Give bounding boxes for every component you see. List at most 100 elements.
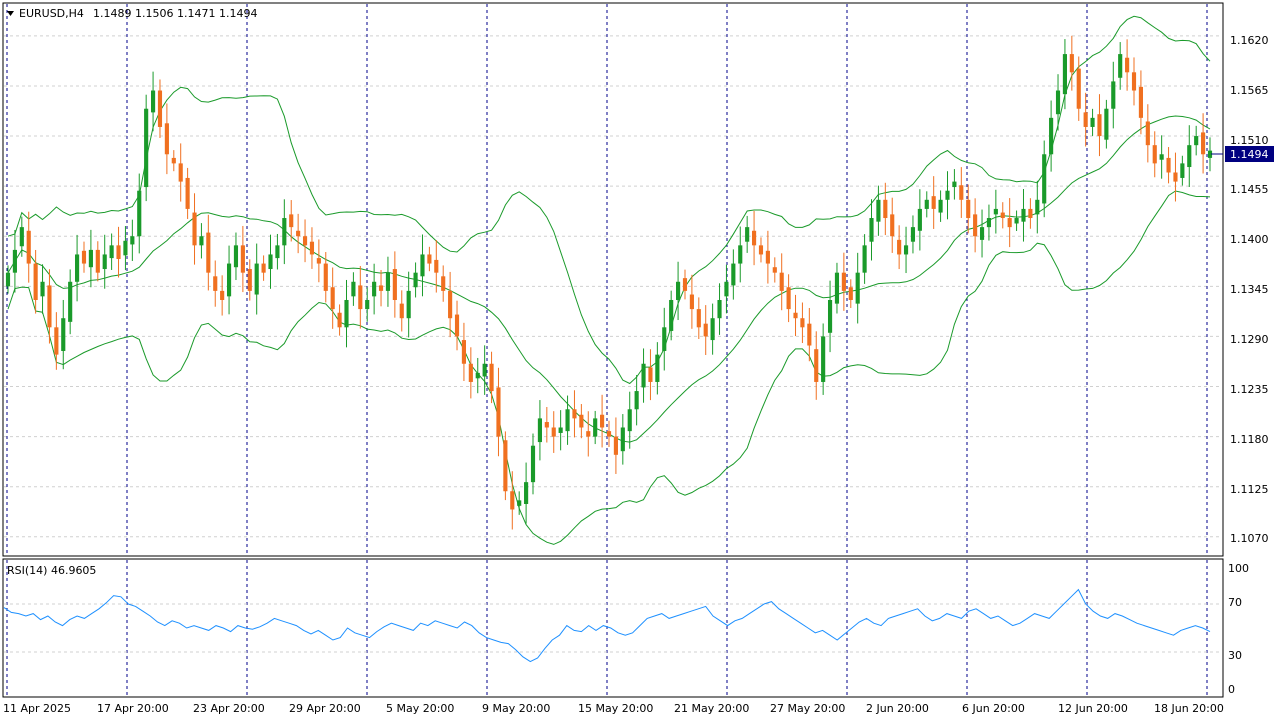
candle-body bbox=[966, 199, 971, 219]
candle-body bbox=[1021, 208, 1026, 222]
candle-body bbox=[427, 254, 432, 264]
main-chart-frame[interactable] bbox=[2, 2, 1224, 557]
candle-body bbox=[959, 185, 964, 200]
price-scale[interactable]: 1.1620 1.1565 1.1510 1.1455 1.1400 1.134… bbox=[1230, 34, 1269, 545]
candle-body bbox=[703, 323, 708, 337]
candle-body bbox=[1201, 132, 1206, 155]
candle-body bbox=[751, 230, 757, 246]
candle-body bbox=[365, 299, 370, 310]
candle-body bbox=[641, 363, 646, 388]
candle-body bbox=[157, 90, 163, 127]
candle-body bbox=[827, 299, 833, 333]
candle-body bbox=[468, 363, 473, 382]
time-label: 6 Jun 20:00 bbox=[962, 702, 1025, 715]
candle-body bbox=[938, 199, 943, 213]
candle-body bbox=[572, 409, 577, 419]
candle-body bbox=[330, 287, 335, 310]
candle-body bbox=[786, 287, 791, 310]
candle-body bbox=[696, 309, 701, 328]
candle-body bbox=[164, 123, 169, 155]
time-label: 12 Jun 20:00 bbox=[1058, 702, 1128, 715]
candle-body bbox=[261, 263, 266, 273]
candle-body bbox=[1131, 72, 1137, 91]
candle-body bbox=[855, 272, 860, 304]
candle-body bbox=[1159, 154, 1164, 160]
candle-body bbox=[606, 431, 612, 437]
bollinger-lower bbox=[7, 190, 1211, 545]
candle-body bbox=[95, 249, 100, 273]
candle-body bbox=[579, 414, 584, 428]
time-label: 27 May 20:00 bbox=[770, 702, 845, 715]
candle-body bbox=[372, 281, 377, 297]
rsi-level-tick: 30 bbox=[1228, 649, 1242, 662]
candle-body bbox=[144, 108, 149, 188]
candle-body bbox=[337, 312, 342, 328]
candle-body bbox=[993, 208, 998, 215]
candle-body bbox=[869, 218, 874, 242]
candle-body bbox=[130, 236, 135, 245]
candle-body bbox=[558, 427, 563, 433]
candle-body bbox=[26, 230, 31, 264]
candle-body bbox=[296, 230, 301, 237]
price-tick: 1.1400 bbox=[1230, 233, 1269, 246]
candle-body bbox=[1055, 90, 1061, 115]
candle-body bbox=[68, 281, 73, 322]
price-tick: 1.1455 bbox=[1230, 183, 1269, 196]
candle-body bbox=[689, 294, 694, 310]
price-tick: 1.1565 bbox=[1230, 84, 1269, 97]
price-tick: 1.1620 bbox=[1230, 34, 1269, 47]
candle-body bbox=[150, 90, 156, 113]
price-tick: 1.1125 bbox=[1230, 483, 1269, 496]
candle-body bbox=[1000, 212, 1005, 219]
time-label: 17 Apr 20:00 bbox=[97, 702, 169, 715]
candle-body bbox=[213, 276, 218, 291]
chevron-down-icon[interactable] bbox=[7, 11, 14, 16]
candle-body bbox=[1111, 81, 1116, 109]
candle-body bbox=[12, 249, 17, 273]
time-label: 18 Jun 20:00 bbox=[1154, 702, 1224, 715]
candle-body bbox=[979, 227, 985, 240]
candle-body bbox=[75, 254, 80, 282]
candle-body bbox=[897, 239, 902, 255]
candle-body bbox=[903, 245, 909, 255]
time-scale[interactable]: 11 Apr 2025 17 Apr 20:00 23 Apr 20:00 29… bbox=[3, 702, 1224, 715]
candle-body bbox=[399, 303, 404, 319]
bollinger-upper bbox=[7, 15, 1211, 385]
candle-body bbox=[461, 340, 467, 364]
candle-body bbox=[731, 263, 736, 286]
candle-body bbox=[924, 199, 929, 209]
rsi-scale[interactable]: 100 70 30 0 bbox=[1228, 562, 1249, 696]
candle-body bbox=[413, 272, 418, 288]
candle-body bbox=[600, 414, 605, 428]
rsi-level-tick: 0 bbox=[1228, 683, 1235, 696]
candle-body bbox=[503, 440, 508, 492]
candle-body bbox=[862, 245, 867, 273]
candle-body bbox=[1028, 208, 1033, 219]
candle-body bbox=[682, 278, 688, 291]
price-tick: 1.1235 bbox=[1230, 383, 1269, 396]
candle-body bbox=[634, 391, 639, 410]
candle-body bbox=[807, 323, 812, 346]
rsi-panel-frame[interactable] bbox=[2, 558, 1224, 698]
candle-body bbox=[1104, 108, 1109, 140]
candle-body bbox=[358, 285, 363, 310]
candle-body bbox=[613, 436, 618, 455]
ohlc-readout: 1.1489 1.1506 1.1471 1.1494 bbox=[93, 7, 257, 20]
candle-body bbox=[206, 232, 211, 273]
candle-body bbox=[178, 163, 183, 182]
price-tick: 1.1345 bbox=[1230, 283, 1269, 296]
candle-body bbox=[1125, 57, 1130, 73]
time-label: 15 May 20:00 bbox=[578, 702, 653, 715]
candle-body bbox=[676, 281, 681, 300]
candle-body bbox=[1207, 150, 1213, 158]
candle-body bbox=[420, 254, 425, 277]
candle-body bbox=[593, 418, 598, 437]
candle-body bbox=[81, 250, 87, 264]
candle-body bbox=[1118, 54, 1123, 78]
candle-body bbox=[883, 199, 888, 219]
time-label: 11 Apr 2025 bbox=[3, 702, 71, 715]
candle-body bbox=[765, 250, 770, 264]
time-label: 9 May 20:00 bbox=[482, 702, 550, 715]
candle-body bbox=[309, 241, 315, 255]
